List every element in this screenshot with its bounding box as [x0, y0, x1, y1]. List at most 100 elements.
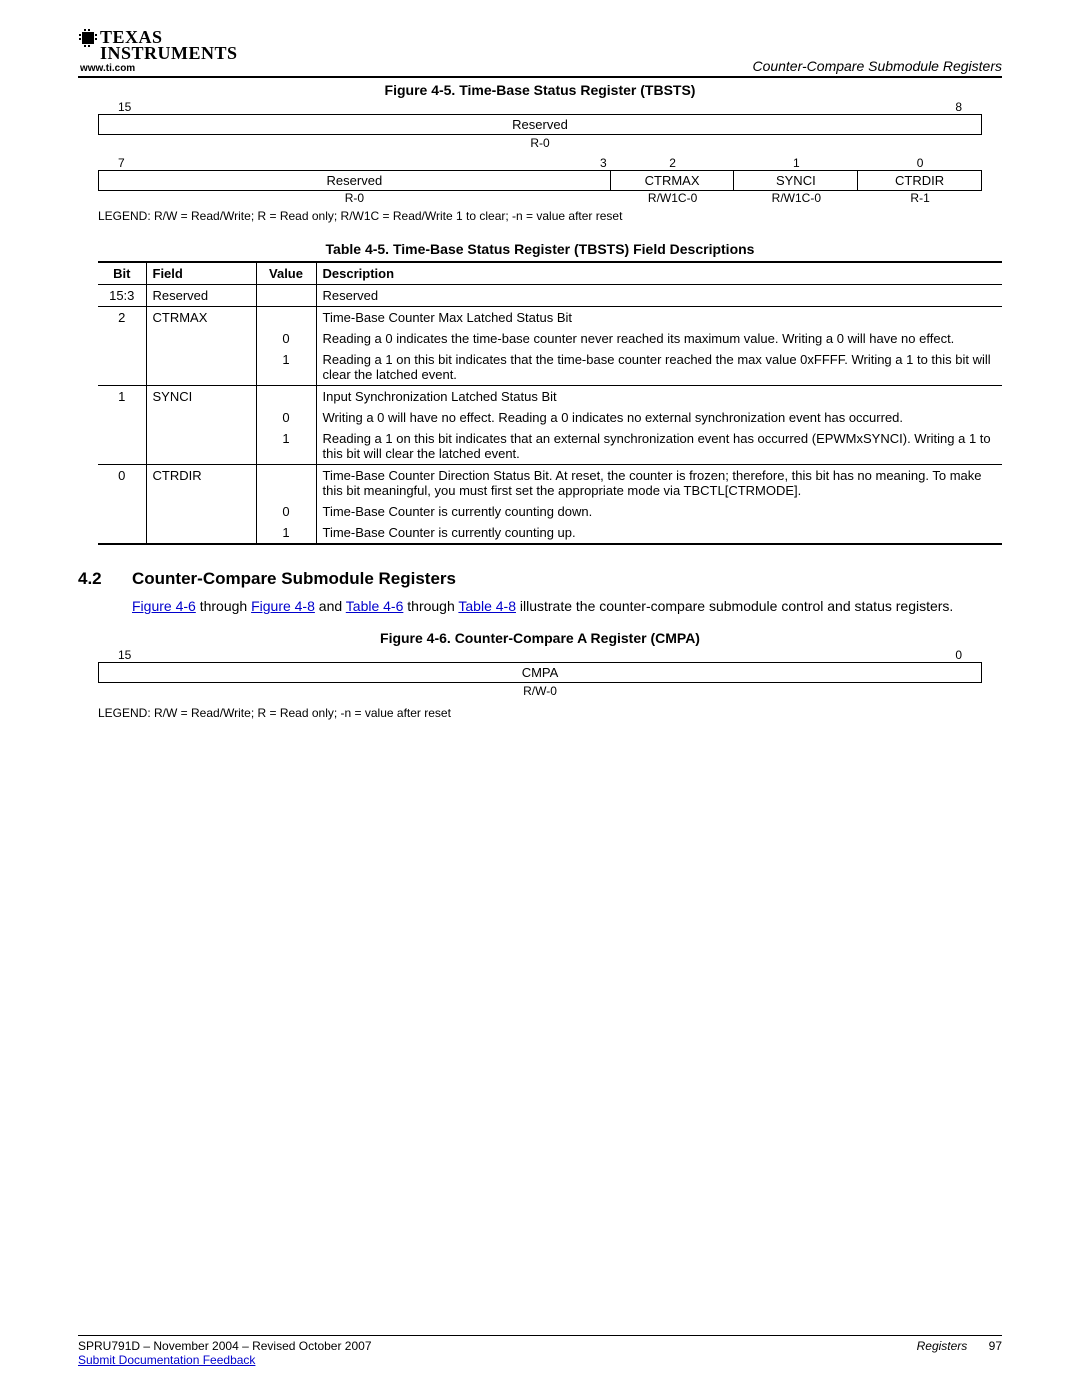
- cell-bit: [98, 407, 146, 428]
- cell-bit: 2: [98, 307, 146, 329]
- link-figure-4-8[interactable]: Figure 4-8: [251, 598, 315, 614]
- fig46-bit-left: 15: [78, 648, 540, 662]
- table-row: 0Writing a 0 will have no effect. Readin…: [98, 407, 1002, 428]
- cell-desc: Reserved: [316, 285, 1002, 307]
- figure-4-6-title: Figure 4-6. Counter-Compare A Register (…: [78, 630, 1002, 646]
- fig45-acc-1: R/W1C-0: [611, 191, 735, 205]
- fig45-row1-access: R-0: [78, 135, 1002, 154]
- cell-value: [256, 465, 316, 502]
- cell-value: 0: [256, 328, 316, 349]
- footer-rule: [78, 1335, 1002, 1336]
- cell-bit: 1: [98, 386, 146, 408]
- figure-4-5-title: Figure 4-5. Time-Base Status Register (T…: [78, 82, 1002, 98]
- cell-value: [256, 285, 316, 307]
- cell-bit: [98, 328, 146, 349]
- section-4-2-heading: 4.2 Counter-Compare Submodule Registers: [78, 569, 1002, 589]
- fig45-acc-2: R/W1C-0: [734, 191, 858, 205]
- table-row: 1SYNCIInput Synchronization Latched Stat…: [98, 386, 1002, 408]
- cell-desc: Reading a 1 on this bit indicates that t…: [316, 349, 1002, 386]
- table-row: 15:3ReservedReserved: [98, 285, 1002, 307]
- section-num: 4.2: [78, 569, 116, 589]
- cell-desc: Time-Base Counter is currently counting …: [316, 501, 1002, 522]
- table-row: 0Reading a 0 indicates the time-base cou…: [98, 328, 1002, 349]
- footer-docid: SPRU791D – November 2004 – Revised Octob…: [78, 1339, 372, 1353]
- table-header-row: Bit Field Value Description: [98, 262, 1002, 285]
- cell-value: 0: [256, 501, 316, 522]
- cell-value: 1: [256, 349, 316, 386]
- fig45-bit-0: 0: [858, 156, 982, 170]
- fig45-row1-bitnums: 15 8: [78, 100, 1002, 114]
- cell-field: CTRDIR: [146, 465, 256, 502]
- table-4-5: Bit Field Value Description 15:3Reserved…: [98, 261, 1002, 545]
- fig45-bit-2: 2: [611, 156, 735, 170]
- table-row: 0CTRDIRTime-Base Counter Direction Statu…: [98, 465, 1002, 502]
- fig45-row2-bitnums: 7 3 2 1 0: [98, 156, 982, 170]
- cell-bit: [98, 501, 146, 522]
- cell-field: [146, 328, 256, 349]
- page-header: TEXAS INSTRUMENTS www.ti.com Counter-Com…: [78, 28, 1002, 74]
- fig45-row1-bit-right: 8: [540, 100, 1002, 114]
- cell-value: [256, 386, 316, 408]
- fig45-bit-7: 7: [98, 156, 354, 170]
- table-row: 1Reading a 1 on this bit indicates that …: [98, 428, 1002, 465]
- body-post: illustrate the counter-compare submodule…: [516, 598, 953, 614]
- cell-value: 1: [256, 522, 316, 544]
- cell-desc: Time-Base Counter Direction Status Bit. …: [316, 465, 1002, 502]
- fig45-row2-access: R-0 R/W1C-0 R/W1C-0 R-1: [98, 191, 982, 205]
- cell-field: [146, 349, 256, 386]
- link-table-4-8[interactable]: Table 4-8: [458, 598, 516, 614]
- cell-desc: Input Synchronization Latched Status Bit: [316, 386, 1002, 408]
- fig45-field-reserved: Reserved: [98, 170, 611, 191]
- body-mid1: through: [196, 598, 251, 614]
- cell-field: [146, 522, 256, 544]
- th-bit: Bit: [98, 262, 146, 285]
- fig46-bit-right: 0: [540, 648, 1002, 662]
- fig45-acc-0: R-0: [98, 191, 611, 205]
- cell-field: [146, 428, 256, 465]
- fig45-bit-3: 3: [354, 156, 610, 170]
- cell-desc: Reading a 1 on this bit indicates that a…: [316, 428, 1002, 465]
- header-rule: [78, 76, 1002, 78]
- fig46-field: CMPA: [98, 662, 982, 683]
- table-row: 1Reading a 1 on this bit indicates that …: [98, 349, 1002, 386]
- fig45-row2-fields: Reserved CTRMAX SYNCI CTRDIR: [98, 170, 982, 191]
- fig45-field-ctrmax: CTRMAX: [611, 170, 735, 191]
- fig45-bit-1: 1: [734, 156, 858, 170]
- cell-desc: Time-Base Counter is currently counting …: [316, 522, 1002, 544]
- link-figure-4-6[interactable]: Figure 4-6: [132, 598, 196, 614]
- fig45-row1-field: Reserved: [98, 114, 982, 135]
- ti-chip-icon: [78, 28, 98, 48]
- submit-feedback-link[interactable]: Submit Documentation Feedback: [78, 1353, 255, 1367]
- th-value: Value: [256, 262, 316, 285]
- fig45-acc-3: R-1: [858, 191, 982, 205]
- link-table-4-6[interactable]: Table 4-6: [346, 598, 404, 614]
- cell-field: Reserved: [146, 285, 256, 307]
- cell-desc: Time-Base Counter Max Latched Status Bit: [316, 307, 1002, 329]
- body-mid3: through: [403, 598, 458, 614]
- table-row: 0Time-Base Counter is currently counting…: [98, 501, 1002, 522]
- section-title: Counter-Compare Submodule Registers: [132, 569, 456, 589]
- section-4-2-body: Figure 4-6 through Figure 4-8 and Table …: [132, 597, 1002, 616]
- header-section-title: Counter-Compare Submodule Registers: [752, 58, 1002, 74]
- table-row: 1Time-Base Counter is currently counting…: [98, 522, 1002, 544]
- ti-logo-block: TEXAS INSTRUMENTS www.ti.com: [78, 28, 238, 74]
- page-footer: SPRU791D – November 2004 – Revised Octob…: [78, 1335, 1002, 1367]
- cell-bit: 15:3: [98, 285, 146, 307]
- table-4-5-title: Table 4-5. Time-Base Status Register (TB…: [78, 241, 1002, 257]
- cell-bit: [98, 522, 146, 544]
- cell-desc: Writing a 0 will have no effect. Reading…: [316, 407, 1002, 428]
- ti-url: www.ti.com: [80, 64, 238, 74]
- cell-field: [146, 407, 256, 428]
- cell-bit: [98, 428, 146, 465]
- fig46-access: R/W-0: [78, 683, 1002, 702]
- th-field: Field: [146, 262, 256, 285]
- table-row: 2CTRMAXTime-Base Counter Max Latched Sta…: [98, 307, 1002, 329]
- fig45-field-synci: SYNCI: [734, 170, 858, 191]
- footer-page-num: 97: [989, 1339, 1002, 1353]
- cell-value: [256, 307, 316, 329]
- cell-field: [146, 501, 256, 522]
- cell-bit: [98, 349, 146, 386]
- fig46-bitnums: 15 0: [78, 648, 1002, 662]
- ti-logo-line2: INSTRUMENTS: [100, 44, 238, 62]
- fig45-row1-bit-left: 15: [78, 100, 540, 114]
